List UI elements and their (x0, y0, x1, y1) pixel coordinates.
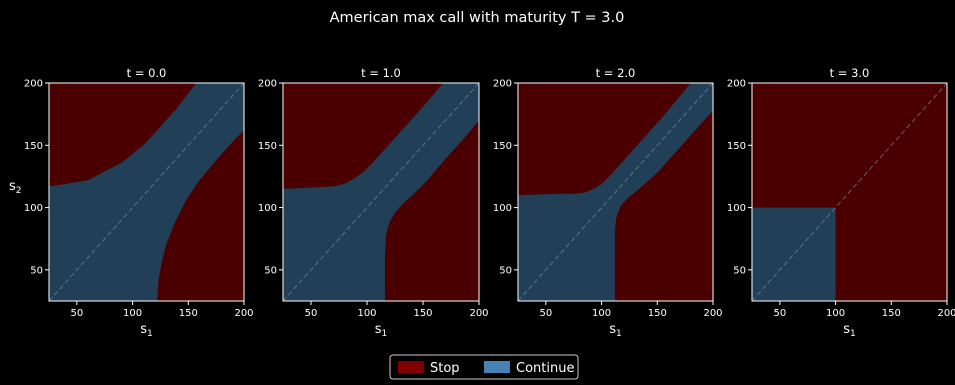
y-tick-label: 200 (24, 79, 43, 90)
legend-label-continue: Continue (516, 361, 574, 376)
y-tick-label: 200 (493, 79, 512, 90)
diagonal-line (48, 82, 245, 302)
x-tick-label: 100 (123, 308, 142, 319)
x-axis-label: s1 (609, 322, 622, 339)
panel-3: t = 2.0 50 100 150 200 50 100 150 200 s1 (493, 66, 723, 339)
x-tick-label: 150 (648, 308, 667, 319)
panel-title: t = 3.0 (830, 66, 870, 80)
y-tick-label: 150 (24, 141, 43, 152)
y-tick-label: 100 (727, 203, 746, 214)
y-axis-label: s2 (9, 179, 22, 196)
x-tick-label: 150 (882, 308, 901, 319)
figure-title: American max call with maturity T = 3.0 (330, 10, 625, 26)
x-tick-label: 50 (773, 308, 786, 319)
x-tick-label: 100 (592, 308, 611, 319)
panel-title: t = 2.0 (596, 66, 636, 80)
y-tick-label: 50 (733, 265, 746, 276)
diagonal-line (282, 82, 480, 302)
legend-swatch-continue (484, 361, 510, 373)
axes-frame (48, 82, 245, 302)
legend: Stop Continue (389, 354, 579, 380)
x-tick-label: 50 (70, 308, 83, 319)
x-tick-label: 200 (234, 308, 253, 319)
x-axis-label: s1 (140, 322, 153, 339)
y-tick-label: 50 (499, 265, 512, 276)
diagonal-line (751, 82, 948, 302)
panel-title: t = 1.0 (361, 66, 401, 80)
x-tick-label: 50 (305, 308, 318, 319)
continue-region (752, 207, 836, 301)
x-axis-label: s1 (375, 322, 388, 339)
panel-title: t = 0.0 (127, 66, 167, 80)
x-axis-label: s1 (843, 322, 856, 339)
subplot-grid: t = 0.0 50 100 150 200 50 100 150 200 s1 s2 t = 1.0… (9, 66, 955, 339)
legend-label-stop: Stop (430, 361, 460, 376)
panel-2: t = 1.0 50 100 150 200 50 100 150 200 s1 (258, 66, 489, 339)
x-tick-label: 50 (539, 308, 552, 319)
y-tick-label: 100 (493, 203, 512, 214)
y-tick-label: 150 (258, 141, 277, 152)
x-tick-label: 150 (179, 308, 198, 319)
panel-1: t = 0.0 50 100 150 200 50 100 150 200 s1 s2 (9, 66, 254, 339)
x-tick-label: 150 (413, 308, 432, 319)
panel-4: t = 3.0 50 100 150 200 50 100 150 200 s1 (727, 66, 955, 339)
legend-swatch-stop (398, 361, 424, 373)
diagonal-line (517, 82, 714, 302)
y-tick-label: 150 (493, 141, 512, 152)
x-tick-label: 200 (703, 308, 722, 319)
y-tick-label: 100 (258, 203, 277, 214)
y-tick-label: 150 (727, 141, 746, 152)
axes-frame (751, 82, 948, 302)
x-tick-label: 100 (357, 308, 376, 319)
x-tick-label: 100 (826, 308, 845, 319)
axes-frame (282, 82, 480, 302)
y-tick-label: 50 (264, 265, 277, 276)
y-tick-label: 200 (727, 79, 746, 90)
x-tick-label: 200 (469, 308, 488, 319)
axes-frame (517, 82, 714, 302)
y-tick-label: 100 (24, 203, 43, 214)
x-tick-label: 200 (937, 308, 955, 319)
y-tick-label: 50 (30, 265, 43, 276)
y-tick-label: 200 (258, 79, 277, 90)
